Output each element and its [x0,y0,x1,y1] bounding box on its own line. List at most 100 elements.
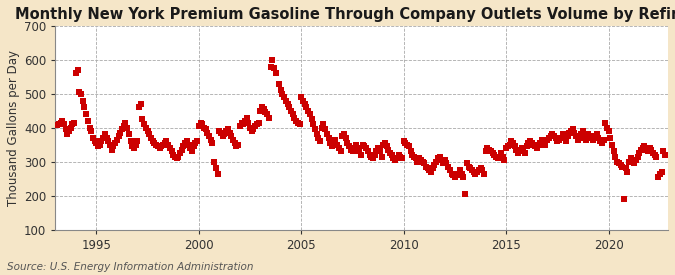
Point [186,149,197,154]
Point [350,142,361,147]
Point [482,146,493,150]
Point [311,132,322,137]
Point [82,119,93,123]
Point [356,153,367,157]
Point [107,148,117,152]
Point [192,139,202,144]
Point [444,168,455,172]
Point [171,156,182,160]
Point [468,170,479,174]
Point [207,141,218,145]
Point [108,144,119,148]
Point [601,125,612,130]
Point [183,142,194,147]
Point [69,120,80,125]
Point [147,139,158,144]
Point [641,148,651,152]
Point [450,175,460,179]
Point [473,168,484,172]
Point [70,71,81,76]
Point [175,151,186,155]
Point [658,149,669,154]
Point [484,148,495,152]
Point [510,144,520,148]
Point [333,146,344,150]
Y-axis label: Thousand Gallons per Day: Thousand Gallons per Day [7,50,20,206]
Point [614,161,624,166]
Point [381,144,392,148]
Point [593,136,604,140]
Point [501,146,512,150]
Point [125,139,136,144]
Point [622,170,633,174]
Point [481,149,491,154]
Point [195,120,206,125]
Point [156,144,167,148]
Point [414,156,425,160]
Point [458,175,469,179]
Point [328,141,339,145]
Point [535,141,546,145]
Point [304,112,315,116]
Text: Source: U.S. Energy Information Administration: Source: U.S. Energy Information Administ… [7,262,253,272]
Point [337,134,348,138]
Point [269,66,279,70]
Point [113,134,124,138]
Point [521,144,532,148]
Point [643,149,653,154]
Point [91,141,102,145]
Point [215,131,226,135]
Point [603,129,614,133]
Point [610,154,621,159]
Point [402,142,412,147]
Point [163,142,173,147]
Point [132,139,142,144]
Point [244,125,255,130]
Point [101,136,112,140]
Point [487,151,498,155]
Point [418,161,429,166]
Point [144,132,155,137]
Point [301,105,312,109]
Point [392,156,402,160]
Point [211,166,221,170]
Point [130,142,141,147]
Point [585,134,595,138]
Point [516,146,527,150]
Point [349,146,360,150]
Point [460,192,470,196]
Point [591,132,602,137]
Point [542,138,553,142]
Point [408,154,419,159]
Point [224,131,235,135]
Point [127,144,138,148]
Point [629,161,640,166]
Point [421,164,431,169]
Point [651,154,661,159]
Point [537,138,547,142]
Point [576,132,587,137]
Point [518,148,529,152]
Point [620,166,631,170]
Point [630,158,641,162]
Point [161,139,171,144]
Point [117,127,128,132]
Point [226,134,237,138]
Point [263,115,274,120]
Point [502,144,513,148]
Point [286,109,296,113]
Point [134,105,144,109]
Point [241,115,252,120]
Point [429,163,440,167]
Point [223,127,234,132]
Point [489,153,500,157]
Point [76,92,86,96]
Point [302,109,313,113]
Point [205,138,216,142]
Point [405,149,416,154]
Point [231,144,242,148]
Point [564,131,574,135]
Point [136,102,146,106]
Point [291,119,302,123]
Point [578,129,589,133]
